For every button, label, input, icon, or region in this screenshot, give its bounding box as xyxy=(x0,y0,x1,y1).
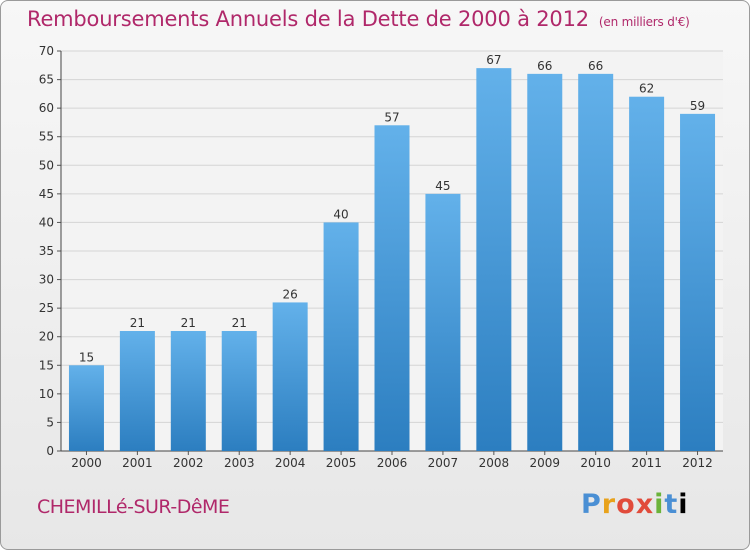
chart-subtitle: (en milliers d'€) xyxy=(598,15,690,29)
data-label-2008: 67 xyxy=(486,53,501,67)
y-tick-label: 35 xyxy=(39,244,54,258)
y-tick-label: 20 xyxy=(39,330,54,344)
data-label-2000: 15 xyxy=(79,350,94,364)
y-tick-label: 0 xyxy=(46,444,54,458)
y-tick-label: 65 xyxy=(39,73,54,87)
y-tick-label: 25 xyxy=(39,301,54,315)
x-tick-label-2002: 2002 xyxy=(173,456,204,470)
y-tick-label: 10 xyxy=(39,387,54,401)
x-tick-label-2001: 2001 xyxy=(122,456,153,470)
x-tick-label-2003: 2003 xyxy=(224,456,255,470)
chart-title: Remboursements Annuels de la Dette de 20… xyxy=(27,7,690,31)
x-tick-label-2006: 2006 xyxy=(377,456,408,470)
data-label-2005: 40 xyxy=(333,207,348,221)
data-label-2004: 26 xyxy=(283,287,298,301)
bar-2011 xyxy=(629,96,665,451)
bar-2007 xyxy=(425,193,461,451)
bar-2003 xyxy=(221,331,257,451)
bar-2004 xyxy=(272,302,308,451)
data-label-2010: 66 xyxy=(588,59,603,73)
bar-2010 xyxy=(578,73,614,451)
data-label-2007: 45 xyxy=(435,179,450,193)
bar-2008 xyxy=(476,68,512,452)
x-tick-label-2008: 2008 xyxy=(479,456,510,470)
x-tick-label-2011: 2011 xyxy=(631,456,662,470)
x-tick-label-2009: 2009 xyxy=(529,456,560,470)
data-label-2009: 66 xyxy=(537,59,552,73)
y-tick-label: 55 xyxy=(39,130,54,144)
x-tick-label-2005: 2005 xyxy=(326,456,357,470)
bar-2006 xyxy=(374,125,410,452)
bar-2005 xyxy=(323,222,359,451)
y-tick-label: 15 xyxy=(39,358,54,372)
bar-2012 xyxy=(680,113,716,451)
bar-2000 xyxy=(68,365,104,451)
x-tick-label-2012: 2012 xyxy=(682,456,713,470)
x-tick-label-2010: 2010 xyxy=(580,456,611,470)
y-tick-label: 5 xyxy=(46,415,54,429)
data-label-2002: 21 xyxy=(181,316,196,330)
data-label-2006: 57 xyxy=(384,110,399,124)
bar-2009 xyxy=(527,73,563,451)
data-label-2011: 62 xyxy=(639,82,654,96)
x-tick-label-2004: 2004 xyxy=(275,456,306,470)
bar-2002 xyxy=(170,331,206,451)
data-label-2003: 21 xyxy=(232,316,247,330)
y-tick-label: 60 xyxy=(39,101,54,115)
data-label-2001: 21 xyxy=(130,316,145,330)
y-tick-label: 40 xyxy=(39,215,54,229)
bar-2001 xyxy=(119,331,155,451)
y-tick-label: 70 xyxy=(39,44,54,58)
proxiti-logo: Proxiti xyxy=(581,489,689,520)
x-tick-label-2007: 2007 xyxy=(428,456,459,470)
x-tick-label-2000: 2000 xyxy=(71,456,102,470)
y-tick-label: 50 xyxy=(39,158,54,172)
y-tick-label: 45 xyxy=(39,187,54,201)
commune-name: CHEMILLé-SUR-DêME xyxy=(37,496,230,518)
y-tick-label: 30 xyxy=(39,273,54,287)
chart-title-text: Remboursements Annuels de la Dette de 20… xyxy=(27,7,589,31)
data-label-2012: 59 xyxy=(690,99,705,113)
